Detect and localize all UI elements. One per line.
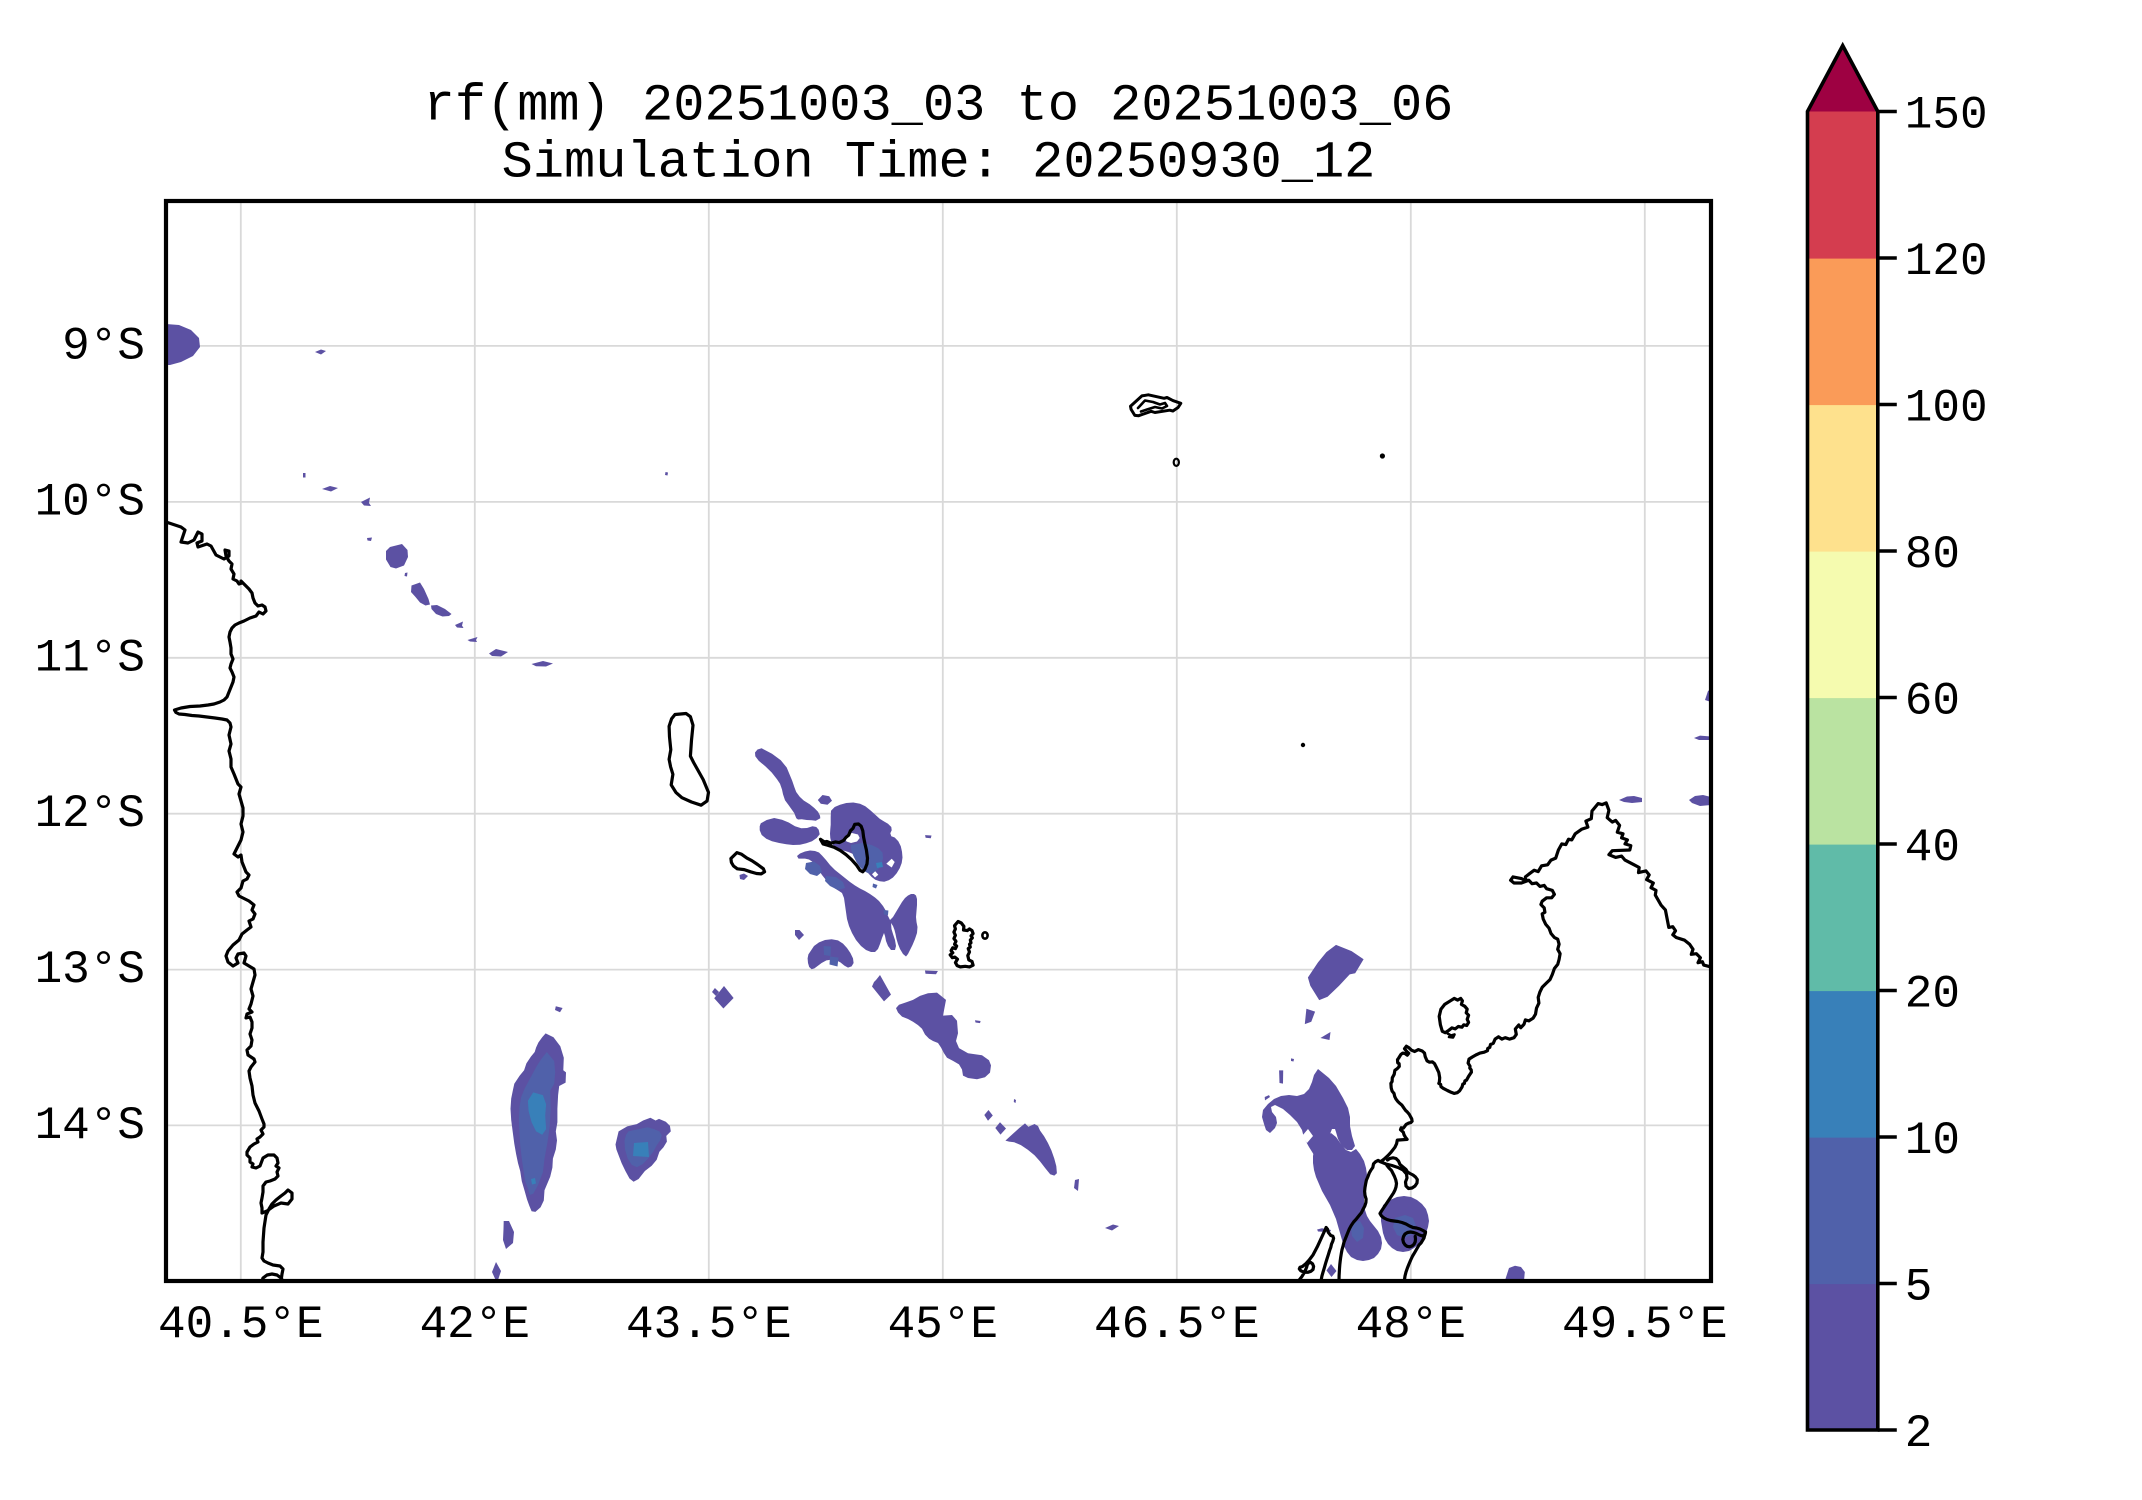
svg-text:40: 40 bbox=[1905, 822, 1960, 874]
svg-text:5: 5 bbox=[1905, 1261, 1933, 1313]
svg-text:42°E: 42°E bbox=[420, 1299, 530, 1351]
svg-text:49.5°E: 49.5°E bbox=[1562, 1299, 1728, 1351]
svg-text:60: 60 bbox=[1905, 675, 1960, 727]
svg-text:10: 10 bbox=[1905, 1115, 1960, 1167]
svg-text:48°E: 48°E bbox=[1356, 1299, 1466, 1351]
svg-text:150: 150 bbox=[1905, 89, 1988, 141]
svg-text:2: 2 bbox=[1905, 1408, 1933, 1460]
svg-text:120: 120 bbox=[1905, 236, 1988, 288]
svg-text:43.5°E: 43.5°E bbox=[626, 1299, 792, 1351]
svg-text:80: 80 bbox=[1905, 529, 1960, 581]
svg-text:10°S: 10°S bbox=[35, 476, 145, 528]
svg-text:9°S: 9°S bbox=[62, 320, 145, 372]
svg-text:46.5°E: 46.5°E bbox=[1094, 1299, 1260, 1351]
svg-text:11°S: 11°S bbox=[35, 632, 145, 684]
svg-text:14°S: 14°S bbox=[35, 1100, 145, 1152]
svg-text:20: 20 bbox=[1905, 968, 1960, 1020]
svg-text:45°E: 45°E bbox=[888, 1299, 998, 1351]
svg-text:12°S: 12°S bbox=[35, 788, 145, 840]
svg-text:rf(mm) 20251003_03 to 20251003: rf(mm) 20251003_03 to 20251003_06 bbox=[424, 76, 1454, 135]
svg-text:100: 100 bbox=[1905, 382, 1988, 434]
svg-text:13°S: 13°S bbox=[35, 944, 145, 996]
svg-text:40.5°E: 40.5°E bbox=[158, 1299, 324, 1351]
svg-text:Simulation Time: 20250930_12: Simulation Time: 20250930_12 bbox=[502, 134, 1376, 193]
